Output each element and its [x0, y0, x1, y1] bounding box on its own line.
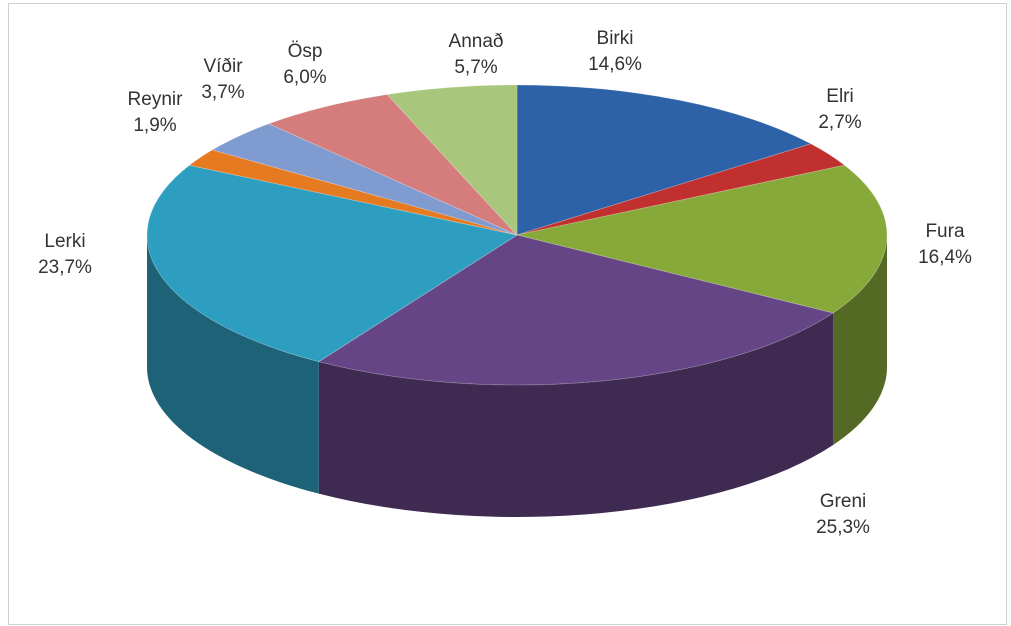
pie-slice [211, 123, 518, 236]
slice-value-label: 25,3% [816, 517, 870, 538]
slice-name: Elri [826, 86, 853, 107]
pie-slice [188, 149, 518, 236]
slice-value-label: 3,7% [201, 82, 244, 103]
slice-value-label: 23,7% [38, 257, 92, 278]
slice-name: Greni [820, 491, 866, 512]
slice-name: Ösp [288, 41, 323, 62]
pie-slice [516, 84, 812, 236]
pie-slice [516, 143, 846, 236]
pie-slice [516, 164, 888, 314]
slice-value-label: 14,6% [588, 54, 642, 75]
slice-name: Annað [449, 31, 504, 52]
slice-value-label: 2,7% [818, 112, 861, 133]
slice-value-label: 16,4% [918, 247, 972, 268]
pie-side [318, 312, 834, 517]
slice-value-label: 5,7% [454, 57, 497, 78]
pie-side [147, 235, 319, 494]
slice-value-label: 6,0% [283, 67, 326, 88]
slice-name: Fura [925, 221, 965, 242]
slice-name: Reynir [128, 89, 184, 110]
slice-value-label: 1,9% [133, 115, 176, 136]
pie-side [833, 235, 888, 445]
slice-name: Birki [597, 28, 634, 49]
pie-slice [267, 94, 518, 236]
pie-slice [386, 84, 518, 237]
slice-name: Víðir [203, 56, 243, 77]
pie-slice [146, 164, 519, 363]
slice-name: Lerki [44, 231, 85, 252]
pie-slice [317, 234, 835, 386]
